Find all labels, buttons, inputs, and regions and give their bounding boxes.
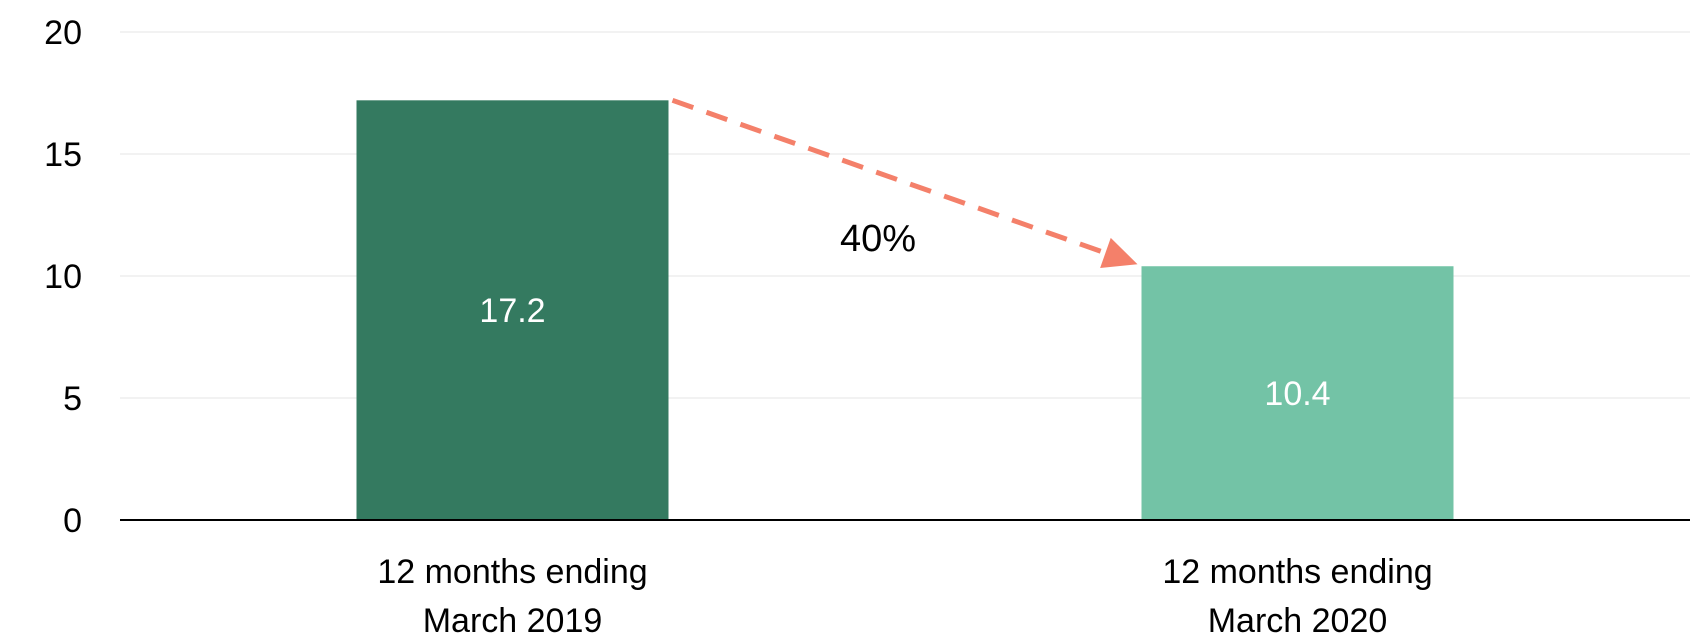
- y-tick-label: 20: [44, 14, 82, 52]
- y-tick-label: 0: [63, 502, 82, 540]
- gridlines: [120, 31, 1690, 399]
- bar: [1141, 266, 1454, 520]
- x-category-label: 12 months ending: [377, 553, 647, 591]
- arrowhead-icon: [1100, 237, 1138, 269]
- x-axis-labels: 12 months ending March 2019 12 months endi…: [377, 553, 1432, 640]
- bar: [356, 100, 669, 520]
- bars: 17.2 10.4: [356, 100, 1454, 520]
- x-category-label: March 2019: [423, 602, 603, 640]
- x-category-label: 12 months ending: [1162, 553, 1432, 591]
- percent-change-label: 40%: [840, 218, 916, 260]
- x-category-label: March 2020: [1208, 602, 1388, 640]
- y-tick-label: 5: [63, 380, 82, 418]
- bar-value-label: 17.2: [479, 292, 545, 330]
- bar-value-label: 10.4: [1264, 375, 1330, 413]
- y-tick-label: 15: [44, 136, 82, 174]
- y-tick-label: 10: [44, 258, 82, 296]
- change-annotation: 40%: [671, 97, 1138, 269]
- arrow-line: [671, 97, 1107, 256]
- y-axis-ticks: 0 5 10 15 20: [44, 14, 82, 540]
